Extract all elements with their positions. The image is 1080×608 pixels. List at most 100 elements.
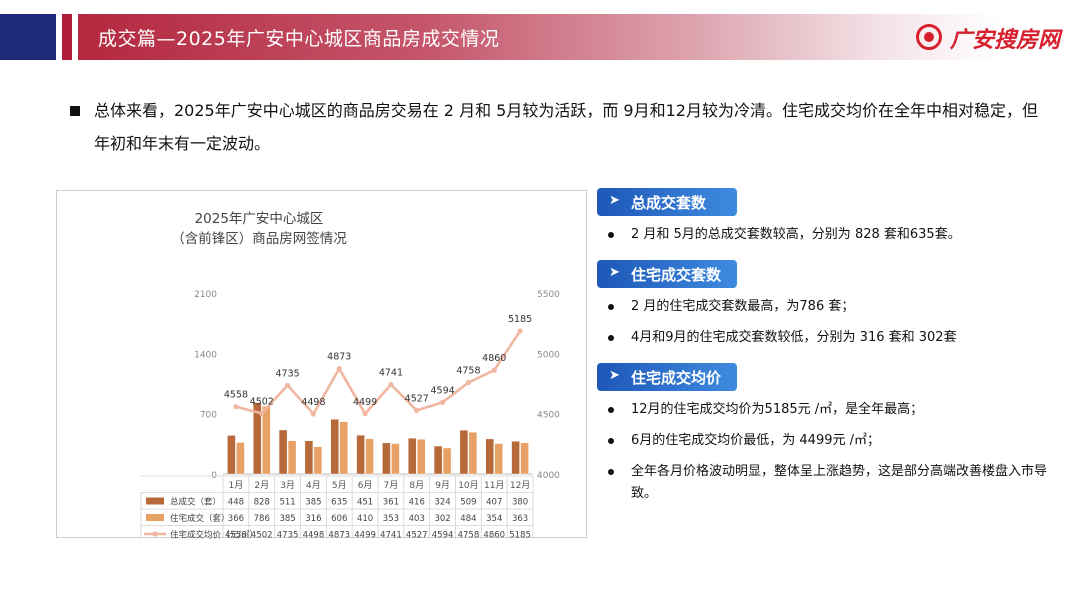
bullet-text: 4月和9月的住宅成交套数较低，分别为 316 套和 302套 [631, 330, 957, 345]
x-category-label: 4月 [306, 480, 321, 491]
header-crimson-stripe [62, 14, 72, 60]
table-cell-value: 361 [383, 498, 399, 508]
legend-swatch-bar [146, 497, 164, 505]
table-cell-value: 828 [254, 498, 270, 508]
bar-residential [262, 406, 271, 475]
table-cell-value: 407 [486, 498, 502, 508]
price-data-label: 4741 [379, 368, 403, 379]
bullet-list: 2 月的住宅成交套数最高，为786 套； 4月和9月的住宅成交套数较低，分别为 3… [597, 296, 1057, 349]
table-cell-value: 635 [331, 498, 347, 508]
table-cell-value: 366 [228, 514, 244, 524]
price-data-label: 4527 [405, 393, 429, 404]
table-cell-value: 4860 [483, 531, 505, 540]
price-point [362, 411, 368, 417]
bar-total [485, 438, 494, 475]
table-cell-value: 4741 [380, 531, 402, 540]
right-axis-tick-label: 5500 [537, 290, 560, 300]
bar-total [253, 402, 262, 475]
table-cell-value: 353 [383, 514, 399, 524]
bar-residential [468, 432, 478, 475]
bar-total [433, 445, 443, 475]
x-category-label: 9月 [435, 480, 450, 491]
right-axis-tick-label: 4500 [537, 411, 560, 421]
legend-swatch-point [152, 531, 158, 537]
x-category-label: 10月 [458, 480, 478, 491]
x-category-label: 3月 [280, 480, 295, 491]
analysis-panel: ➤ 总成交套数 2 月和 5月的总成交套数较高，分别为 828 套和635套。 ➤ 住宅… [597, 188, 1057, 519]
table-cell-value: 4873 [328, 531, 350, 540]
bar-residential [365, 438, 374, 475]
section-title: 总成交套数 [631, 193, 707, 212]
bullet-dot-icon [608, 469, 614, 475]
bullet-item: 2 月和 5月的总成交套数较高，分别为 828 套和635套。 [597, 224, 1057, 246]
table-cell-value: 786 [254, 514, 270, 524]
bullet-text: 全年各月价格波动明显，整体呈上涨趋势，这是部分高端改善楼盘入市导致。 [631, 464, 1048, 501]
legend-series-name: 住宅成交均价（元/㎡） [170, 530, 258, 540]
price-point [388, 381, 394, 388]
header-gradient-bar [78, 14, 1080, 60]
bar-residential [339, 421, 348, 475]
x-category-label: 8月 [409, 480, 424, 491]
bar-residential [494, 443, 503, 475]
chevron-right-icon: ➤ [609, 193, 620, 208]
price-line [235, 330, 522, 416]
table-cell-value: 4758 [458, 531, 480, 540]
table-cell-value: 385 [305, 498, 321, 508]
price-point [465, 379, 472, 386]
table-cell-value: 385 [279, 514, 295, 524]
price-point [310, 411, 317, 417]
summary-paragraph: 总体来看，2025年广安中心城区的商品房交易在 2 月和 5月较为活跃，而 9月… [70, 94, 1040, 160]
bar-residential [417, 439, 426, 475]
table-cell-value: 509 [460, 498, 476, 508]
bar-residential [313, 446, 323, 475]
price-point [517, 328, 523, 334]
bar-total [330, 419, 339, 475]
bar-residential [287, 440, 297, 475]
section-title: 住宅成交均价 [631, 368, 722, 387]
chart-title: 2025年广安中心城区 [195, 211, 324, 227]
table-cell-value: 4558 [225, 531, 247, 540]
table-cell-value: 324 [434, 498, 450, 508]
price-point [491, 367, 497, 373]
price-point [284, 382, 291, 388]
price-data-label: 4499 [353, 397, 377, 408]
price-data-label: 4735 [275, 368, 299, 379]
table-cell-value: 416 [409, 498, 425, 508]
logo-text: 广安搜房网 [950, 28, 1061, 53]
bullet-dot-icon [608, 438, 614, 444]
x-category-label: 5月 [332, 480, 347, 491]
chevron-right-icon: ➤ [609, 368, 620, 383]
table-cell-value: 4498 [303, 531, 325, 540]
header-navy-block [0, 14, 56, 60]
x-category-label: 12月 [510, 480, 530, 491]
bullet-dot-icon [608, 407, 614, 413]
right-axis-tick-label: 5000 [537, 350, 560, 360]
bullet-text: 6月的住宅成交均价最低，为 4499元 /㎡； [631, 433, 880, 448]
left-axis-tick-label: 1400 [194, 350, 217, 360]
table-cell-value: 484 [460, 514, 476, 524]
bullet-list: 2 月和 5月的总成交套数较高，分别为 828 套和635套。 [597, 224, 1057, 246]
price-point [414, 407, 420, 414]
price-point [259, 410, 265, 417]
x-category-label: 11月 [484, 480, 504, 491]
price-data-label: 4498 [301, 397, 325, 408]
right-axis-tick-label: 4000 [537, 471, 560, 481]
table-cell-value: 448 [228, 498, 244, 508]
bar-total [511, 441, 520, 475]
bar-residential [442, 447, 452, 475]
table-cell-value: 403 [409, 514, 425, 524]
bar-total [304, 440, 314, 475]
table-cell-value: 451 [357, 498, 373, 508]
chart-subtitle: （含前锋区）商品房网签情况 [171, 230, 347, 247]
price-data-label: 5185 [508, 314, 532, 325]
legend-swatch-bar [146, 514, 164, 521]
x-category-label: 6月 [358, 480, 373, 491]
x-category-label: 2月 [254, 480, 269, 491]
chart-container: 2025年广安中心城区 （含前锋区）商品房网签情况 0 700 1400 2100 4000… [56, 190, 587, 540]
table-cell-value: 4502 [251, 531, 273, 540]
bullet-item: 6月的住宅成交均价最低，为 4499元 /㎡； [597, 430, 1057, 452]
table-cell-value: 380 [512, 498, 528, 508]
bullet-list: 12月的住宅成交均价为5185元 /㎡，是全年最高； 6月的住宅成交均价最低，为 … [597, 399, 1057, 505]
table-cell-value: 363 [512, 514, 528, 524]
table-cell-value: 354 [486, 514, 502, 524]
